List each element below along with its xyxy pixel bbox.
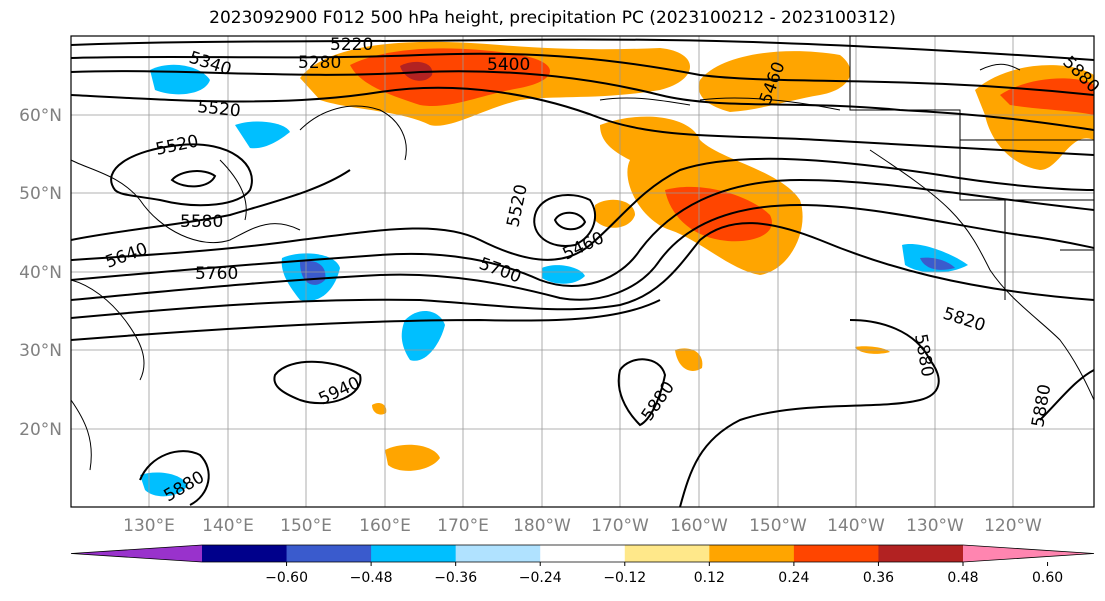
colorbar-tick-label: −0.24 bbox=[519, 570, 562, 586]
precip-patch-low bbox=[595, 199, 635, 228]
contour-label: 5940 bbox=[316, 373, 364, 409]
map-plot-area bbox=[71, 36, 1094, 507]
lon-label: 140°E bbox=[202, 516, 254, 536]
precip-patch-south4 bbox=[372, 402, 387, 415]
lat-label: 20°N bbox=[19, 420, 62, 440]
lon-label: 130°W bbox=[906, 516, 964, 536]
colorbar-segment bbox=[624, 545, 710, 562]
contour-label: 5880 bbox=[638, 378, 679, 425]
contour-label: 5400 bbox=[487, 55, 530, 75]
precip-neg-southwest bbox=[140, 472, 188, 497]
colorbar-tick-label: −0.48 bbox=[350, 570, 393, 586]
colorbar-segment bbox=[455, 545, 541, 562]
contour-label: 5520 bbox=[503, 183, 532, 229]
contour-label: 5580 bbox=[180, 212, 223, 232]
contour-label-group: 5220 5280 5340 5400 5460 5520 5520 5520 … bbox=[103, 35, 1103, 506]
precip-neg-mid bbox=[401, 310, 445, 361]
contour-label: 5520 bbox=[196, 97, 241, 121]
longitude-labels: 130°E 140°E 150°E 160°E 170°E 180°W 170°… bbox=[123, 516, 1042, 536]
precip-neg-okhotsk bbox=[235, 121, 290, 149]
contour-label: 5880 bbox=[161, 467, 208, 506]
contour-label: 5880 bbox=[910, 332, 937, 378]
colorbar-segment bbox=[202, 545, 288, 562]
precip-neg-dateline bbox=[542, 265, 585, 284]
colorbar-tick-label: 0.48 bbox=[947, 570, 978, 586]
lon-label: 180°W bbox=[513, 516, 571, 536]
colorbar-tick-label: 0.12 bbox=[694, 570, 725, 586]
lon-label: 120°W bbox=[984, 516, 1042, 536]
colorbar-segment bbox=[878, 545, 964, 562]
contour-label: 5520 bbox=[154, 131, 200, 160]
coastlines bbox=[71, 36, 1094, 471]
lat-label: 50°N bbox=[19, 184, 62, 204]
colorbar-segment bbox=[540, 545, 626, 562]
contour-label: 5280 bbox=[298, 53, 341, 73]
precip-patch-south1 bbox=[385, 444, 440, 471]
graticule bbox=[71, 36, 1094, 507]
colorbar-segment bbox=[793, 545, 879, 562]
lon-label: 130°E bbox=[123, 516, 175, 536]
colorbar-segment bbox=[286, 545, 372, 562]
colorbar-tick-label: 0.36 bbox=[863, 570, 894, 586]
contour-label: 5760 bbox=[195, 264, 238, 284]
lon-label: 170°E bbox=[437, 516, 489, 536]
contour-label: 5220 bbox=[330, 35, 373, 55]
precip-patch-gulf-core bbox=[665, 186, 772, 242]
colorbar-segment bbox=[371, 545, 457, 562]
contour-label: 5640 bbox=[103, 239, 150, 273]
contour-label: 5700 bbox=[476, 254, 523, 288]
lon-label: 170°W bbox=[591, 516, 649, 536]
contour-label: 5820 bbox=[940, 304, 987, 336]
lon-label: 160°E bbox=[359, 516, 411, 536]
colorbar-tick-label: 0.60 bbox=[1032, 570, 1063, 586]
plot-frame bbox=[70, 35, 1095, 508]
lat-label: 30°N bbox=[19, 341, 62, 361]
precip-patch-south2 bbox=[675, 348, 703, 371]
contour-label: 5880 bbox=[1028, 383, 1055, 429]
contour-label: 5460 bbox=[560, 228, 608, 264]
lon-label: 150°W bbox=[749, 516, 807, 536]
lon-label: 140°W bbox=[827, 516, 885, 536]
precip-patch-alaska bbox=[698, 51, 851, 112]
height-contours bbox=[71, 38, 1094, 507]
colorbar-segment bbox=[963, 545, 1094, 562]
precip-patch-canada-core bbox=[1000, 78, 1094, 115]
colorbar: −0.60 −0.48 −0.36 −0.24 −0.12 0.12 0.24 0.36 0.4… bbox=[70, 544, 1095, 586]
lat-label: 40°N bbox=[19, 263, 62, 283]
map-title: 2023092900 F012 500 hPa height, precipit… bbox=[209, 8, 896, 28]
colorbar-tick-label: −0.60 bbox=[265, 570, 308, 586]
latitude-labels: 60°N 50°N 40°N 30°N 20°N bbox=[19, 106, 62, 440]
colorbar-tick-label: −0.12 bbox=[603, 570, 646, 586]
lat-label: 60°N bbox=[19, 106, 62, 126]
colorbar-outline bbox=[70, 544, 1095, 563]
lon-label: 160°W bbox=[670, 516, 728, 536]
colorbar-tick-label: 0.24 bbox=[778, 570, 809, 586]
colorbar-tick-label: −0.36 bbox=[434, 570, 477, 586]
precip-neg-westcoast-core bbox=[920, 257, 955, 270]
colorbar-segment bbox=[709, 545, 795, 562]
lon-label: 150°E bbox=[280, 516, 332, 536]
colorbar-segment bbox=[71, 545, 202, 562]
